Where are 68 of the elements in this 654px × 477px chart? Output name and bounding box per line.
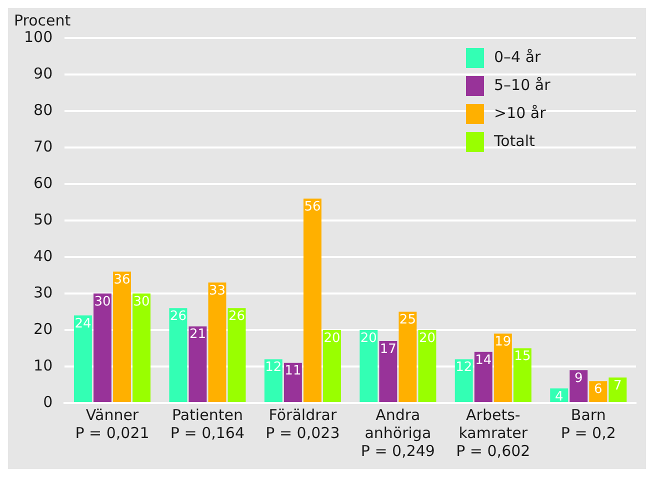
x-tick-label: Föräldrar P = 0,023 (266, 406, 340, 442)
y-tick-label: 90 (34, 64, 53, 82)
x-tick-label: Patienten P = 0,164 (170, 406, 245, 442)
data-label: 30 (94, 294, 111, 310)
bar (94, 294, 112, 402)
data-label: 26 (228, 308, 246, 324)
bar (494, 334, 512, 402)
x-tick-label: Vänner P = 0,021 (75, 406, 150, 442)
data-label: 26 (170, 308, 186, 324)
data-label: 25 (399, 312, 416, 328)
bar (169, 308, 188, 402)
data-label: 17 (380, 342, 396, 357)
data-label: 11 (284, 364, 302, 379)
data-label: 14 (475, 352, 492, 368)
y-tick-label: 30 (34, 283, 53, 302)
data-label: 33 (208, 283, 226, 298)
bar (398, 312, 417, 402)
data-label: 4 (554, 389, 564, 404)
bar (303, 198, 322, 402)
y-tick-label: 50 (34, 210, 53, 228)
data-label: 36 (114, 272, 130, 288)
data-label: 56 (304, 199, 321, 214)
bar (360, 330, 378, 402)
y-tick-label: 20 (34, 320, 53, 338)
data-label: 21 (189, 327, 206, 342)
data-label: 7 (614, 378, 622, 394)
bar (570, 370, 588, 402)
data-label: 12 (265, 360, 282, 376)
bar (513, 348, 532, 402)
data-label: 6 (594, 382, 602, 397)
y-tick-label: 10 (34, 356, 53, 374)
y-axis-title: Procent (14, 11, 71, 30)
bar (323, 330, 341, 402)
data-label: 24 (74, 316, 92, 332)
bar (113, 272, 131, 402)
legend-label: Totalt (493, 132, 536, 150)
x-tick-label: Andra anhöriga P = 0,249 (360, 406, 435, 460)
y-tick-label: 100 (24, 28, 53, 46)
data-label: 30 (133, 294, 150, 310)
data-label: 20 (418, 330, 436, 346)
data-label: 20 (324, 330, 340, 346)
data-label: 15 (514, 349, 531, 364)
bar (474, 352, 492, 402)
y-tick-label: 70 (34, 137, 53, 156)
bar (379, 340, 398, 402)
bar (608, 377, 627, 402)
y-tick-label: 40 (34, 246, 53, 265)
bar (418, 330, 436, 402)
bar (188, 326, 207, 402)
legend-label: 5–10 år (494, 76, 552, 94)
bar (228, 308, 246, 402)
bar (454, 359, 473, 402)
legend-label: >10 år (494, 104, 547, 122)
y-tick-label: 60 (34, 174, 53, 192)
bar (132, 294, 151, 402)
y-tick-label: 0 (43, 392, 53, 411)
y-tick-label: 80 (34, 100, 53, 119)
bar (264, 359, 282, 402)
x-tick-label: Arbets- kamrater P = 0,602 (456, 406, 530, 460)
data-label: 9 (574, 371, 583, 386)
legend-label: 0–4 år (494, 48, 542, 66)
x-tick-label: Barn P = 0,2 (560, 406, 616, 442)
data-label: 12 (456, 360, 472, 376)
bar (284, 362, 302, 402)
data-label: 19 (494, 334, 512, 350)
bar (208, 282, 226, 402)
data-label: 20 (360, 330, 377, 346)
bar (74, 315, 92, 402)
